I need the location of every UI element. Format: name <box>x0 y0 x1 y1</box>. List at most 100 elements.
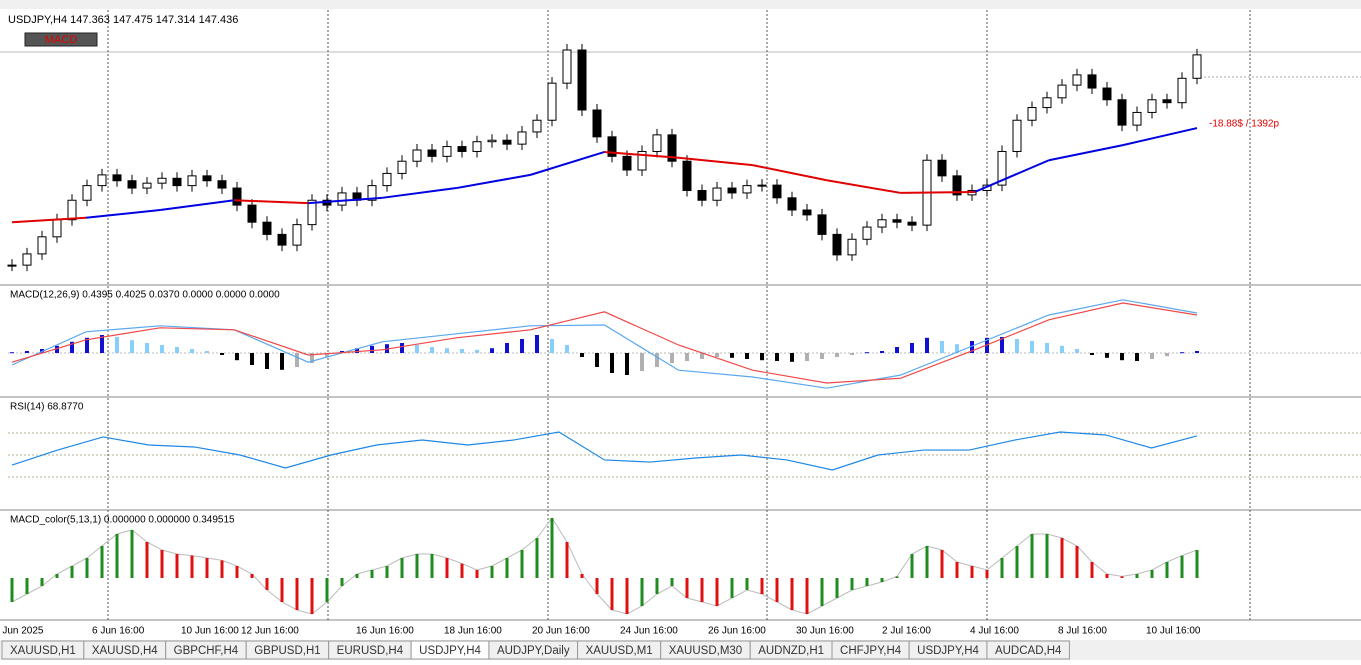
candle-body <box>1177 77 1187 104</box>
tab-box[interactable] <box>986 640 1070 660</box>
candle-body <box>37 236 47 255</box>
macd-color-bar <box>1015 546 1019 578</box>
macd-color-bar <box>205 558 209 578</box>
macd-button-label[interactable]: MACD <box>45 34 77 46</box>
macd-color-bar <box>985 570 989 578</box>
macd-bar <box>445 348 449 353</box>
candle-body <box>142 182 152 189</box>
tab[interactable]: XAUUSD,M30 <box>660 640 751 660</box>
moving-average <box>678 156 753 167</box>
tab-label[interactable]: GBPUSD,H1 <box>254 645 320 657</box>
tab-label[interactable]: XAUUSD,H1 <box>10 645 76 657</box>
macd-color-bar <box>520 550 524 578</box>
candle-body <box>1117 99 1127 126</box>
symbol-info: USDJPY,H4 147.363 147.475 147.314 147.43… <box>8 14 238 26</box>
tab-label[interactable]: AUDJPY,Daily <box>497 645 570 657</box>
tab[interactable]: XAUUSD,H1 <box>1 640 85 660</box>
time-label: 2 Jul 16:00 <box>882 626 931 637</box>
tab[interactable]: EURUSD,H4 <box>328 640 412 660</box>
time-label: 10 Jun 16:00 <box>181 626 239 637</box>
macd-bar <box>415 345 419 353</box>
macd-color-bar <box>1060 538 1064 578</box>
tab[interactable]: USDJPY,H4 <box>908 640 988 660</box>
moving-average <box>159 199 235 211</box>
macd-color-bar <box>70 566 74 578</box>
macd-color-bar <box>460 563 464 578</box>
candle-body <box>577 49 587 111</box>
candle-body <box>1072 74 1082 86</box>
candle-body <box>772 184 782 199</box>
macd-bar <box>970 341 974 353</box>
macd-color-bar <box>55 574 59 578</box>
tab-label[interactable]: USDJPY,H4 <box>419 645 481 657</box>
macd-bar <box>1030 341 1034 353</box>
tab-label[interactable]: XAUUSD,H4 <box>92 645 158 657</box>
candle-body <box>817 214 827 235</box>
candle-body <box>562 49 572 84</box>
macd-bar <box>280 353 284 370</box>
macd-bar <box>400 343 404 353</box>
tab-label[interactable]: AUDNZD,H1 <box>758 645 824 657</box>
tab-label[interactable]: USDJPY,H4 <box>917 645 979 657</box>
tab-label[interactable]: CHFJPY,H4 <box>840 645 902 657</box>
macd-color-bar <box>775 578 779 602</box>
moving-average <box>752 164 827 182</box>
tab[interactable]: GBPUSD,H1 <box>245 640 330 660</box>
macd-color-bar <box>445 558 449 578</box>
macd-color-bar <box>310 578 314 614</box>
macd-color-bar <box>910 554 914 578</box>
rsi-line <box>11 431 1198 471</box>
candle-body <box>442 146 452 157</box>
candle-body <box>1132 111 1142 126</box>
macd-color-bar <box>355 574 359 578</box>
macd-color-bar <box>1105 574 1109 578</box>
candle-body <box>1087 74 1097 89</box>
macd-color-bar <box>850 578 854 590</box>
candle-body <box>757 184 767 187</box>
macd-bar <box>220 353 224 355</box>
candle-body <box>742 185 752 194</box>
tab[interactable]: XAUUSD,M1 <box>577 640 662 660</box>
macd-button[interactable] <box>24 32 98 47</box>
tab-label[interactable]: XAUUSD,M30 <box>669 645 743 657</box>
macd-bar <box>55 345 59 353</box>
candle-body <box>592 109 602 138</box>
time-label: 4 Jul 16:00 <box>970 626 1019 637</box>
candle-body <box>67 199 77 221</box>
candle-body <box>862 226 872 240</box>
macd-bar <box>430 347 434 353</box>
candle-body <box>202 175 212 182</box>
macd-color-bar <box>565 542 569 578</box>
macd-bar <box>1045 343 1049 353</box>
macd-color-bar <box>85 558 89 578</box>
tab[interactable]: XAUUSD,H4 <box>83 640 167 660</box>
macd-color-bar <box>670 578 674 586</box>
candle-body <box>877 219 887 228</box>
macd-color-bar <box>805 578 809 614</box>
tab-label[interactable]: EURUSD,H4 <box>337 645 404 657</box>
macd-bar <box>1075 349 1079 353</box>
macd-bar <box>775 353 779 361</box>
tab[interactable]: AUDNZD,H1 <box>749 640 833 660</box>
macd-bar <box>940 341 944 353</box>
tab[interactable]: CHFJPY,H4 <box>831 640 910 660</box>
tab[interactable]: AUDCAD,H4 <box>986 640 1070 660</box>
candle-body <box>217 180 227 189</box>
tab[interactable]: AUDJPY,Daily <box>488 640 579 660</box>
candle-body <box>952 175 962 196</box>
macd-color-bar <box>655 578 659 594</box>
candle-body <box>727 187 737 194</box>
tab[interactable]: USDJPY,H4 <box>410 640 490 660</box>
time-label: 10 Jul 16:00 <box>1146 626 1201 637</box>
macd-color-bar <box>265 578 269 590</box>
candle-body <box>1102 87 1112 101</box>
macd-bar <box>355 348 359 353</box>
candle-body <box>7 264 17 267</box>
tab-label[interactable]: XAUUSD,M1 <box>586 645 653 657</box>
tab[interactable]: GBPCHF,H4 <box>165 640 247 660</box>
candle-body <box>52 219 62 238</box>
macd-color-bar <box>1030 534 1034 578</box>
macd-color-bar <box>130 530 134 578</box>
tab-label[interactable]: AUDCAD,H4 <box>995 645 1062 657</box>
tab-label[interactable]: GBPCHF,H4 <box>174 645 239 657</box>
